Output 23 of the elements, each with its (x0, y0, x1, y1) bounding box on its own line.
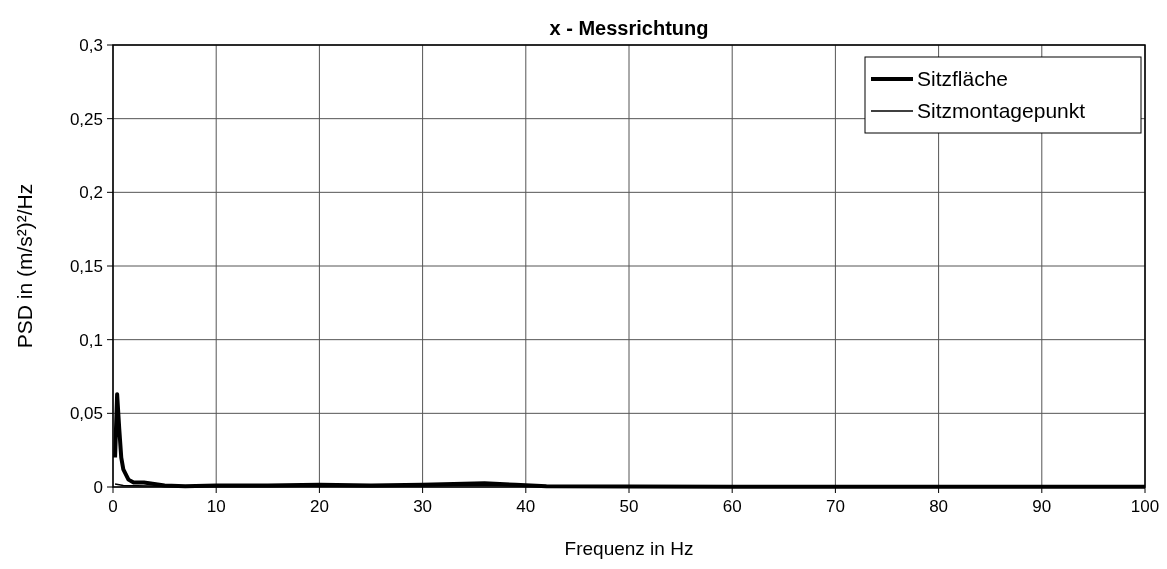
y-tick-label: 0,05 (69, 404, 103, 424)
x-tick-label: 10 (206, 497, 226, 516)
y-tick-label: 0,2 (79, 183, 103, 203)
legend-label: Sitzfläche (917, 67, 1009, 90)
y-tick-label: 0,1 (79, 330, 103, 350)
x-axis-title: Frequenz in Hz (564, 538, 694, 559)
y-tick-label: 0,25 (69, 109, 103, 129)
y-tick-label: 0,15 (69, 257, 103, 276)
chart-title: x - Messrichtung (549, 17, 709, 39)
y-tick-label: 0,3 (79, 36, 103, 55)
x-tick-label: 40 (516, 497, 536, 516)
x-tick-label: 0 (108, 497, 118, 516)
x-tick-label: 100 (1130, 497, 1160, 516)
x-tick-label: 70 (825, 497, 845, 516)
x-tick-label: 50 (619, 497, 639, 516)
x-tick-label: 80 (929, 497, 949, 516)
y-axis-title: PSD in (m/s²)²/Hz (13, 183, 36, 349)
y-tick-label: 0 (93, 478, 103, 497)
x-tick-label: 20 (309, 497, 329, 516)
x-tick-label: 90 (1032, 497, 1052, 516)
x-tick-label: 30 (413, 497, 433, 516)
legend-label: Sitzmontagepunkt (917, 99, 1086, 122)
x-tick-label: 60 (722, 497, 742, 516)
